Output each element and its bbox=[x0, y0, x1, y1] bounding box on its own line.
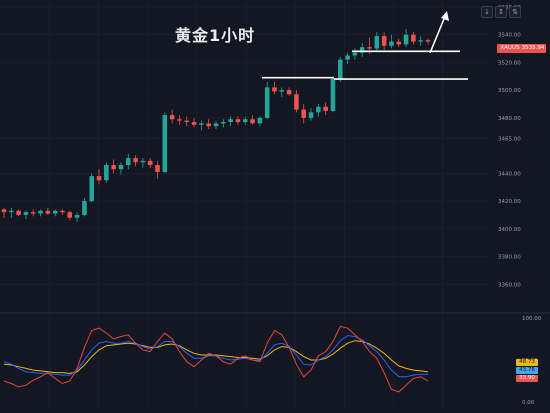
candle-body bbox=[396, 41, 402, 45]
candle-body bbox=[242, 119, 248, 123]
candle-body bbox=[162, 115, 168, 172]
candle-body bbox=[374, 36, 380, 49]
candle-body bbox=[221, 122, 226, 124]
auto-scale-icon[interactable]: ⇅ bbox=[509, 6, 521, 18]
price-tick-label: 3500.00 bbox=[498, 88, 521, 94]
candle-body bbox=[30, 212, 36, 214]
candle-body bbox=[264, 87, 270, 118]
price-tick-label: 3540.00 bbox=[498, 33, 521, 39]
price-tick-label: 3400.00 bbox=[498, 227, 521, 233]
candle-body bbox=[389, 41, 394, 46]
candle-body bbox=[126, 158, 131, 166]
candle-body bbox=[199, 123, 204, 125]
candle-body bbox=[74, 214, 80, 218]
arrow-head bbox=[441, 11, 449, 21]
price-tick-label: 3440.00 bbox=[498, 171, 521, 177]
candle-body bbox=[45, 210, 51, 214]
candle-body bbox=[228, 119, 233, 123]
candle-body bbox=[9, 210, 14, 213]
candle-body bbox=[286, 90, 292, 95]
candle-body bbox=[1, 209, 7, 213]
candle-body bbox=[425, 40, 431, 42]
candle-body bbox=[418, 40, 423, 42]
candle-body bbox=[352, 52, 358, 56]
arrow-shaft bbox=[429, 13, 447, 54]
price-tick-label: 3380.00 bbox=[498, 255, 521, 261]
candle-body bbox=[60, 210, 65, 213]
candle-body bbox=[411, 34, 416, 42]
candle-body bbox=[177, 119, 182, 121]
candle-body bbox=[330, 79, 336, 111]
candle-body bbox=[345, 55, 350, 60]
candle-body bbox=[338, 59, 343, 80]
candle-body bbox=[133, 158, 138, 163]
candle-body bbox=[250, 119, 255, 124]
candle-body bbox=[111, 165, 116, 170]
candle-body bbox=[89, 176, 94, 202]
candle-body bbox=[294, 94, 299, 110]
osc-line-red bbox=[3, 325, 429, 393]
candle-body bbox=[279, 90, 285, 92]
indicator-tag-yellow: 48.73 bbox=[516, 359, 538, 366]
candle-body bbox=[147, 160, 153, 166]
candle-body bbox=[359, 47, 365, 53]
osc-tick-label: 0.00 bbox=[522, 400, 535, 406]
candle-body bbox=[140, 160, 146, 163]
candle-body bbox=[308, 112, 314, 118]
price-tick-label: 3465.00 bbox=[498, 137, 521, 143]
candle-body bbox=[206, 123, 211, 127]
candle-body bbox=[52, 210, 58, 214]
chart-title: 黄金1小时 bbox=[175, 26, 256, 45]
candle-body bbox=[184, 120, 190, 123]
indicator-tag-blue: 43.78 bbox=[516, 367, 538, 374]
candle-body bbox=[301, 109, 306, 118]
candle-body bbox=[82, 201, 87, 215]
osc-tick-label: 100.00 bbox=[522, 316, 542, 322]
candle-body bbox=[323, 106, 328, 111]
candle-body bbox=[213, 123, 219, 127]
candle-body bbox=[367, 47, 372, 49]
candle-body bbox=[104, 165, 109, 181]
last-price-tag: 3535.94 bbox=[520, 44, 546, 53]
candle-body bbox=[16, 210, 21, 215]
candle-body bbox=[67, 212, 73, 218]
symbol-tag: XAUUSD bbox=[497, 44, 527, 53]
price-tick-label: 3520.00 bbox=[498, 60, 521, 66]
price-tick-label: 3360.00 bbox=[498, 282, 521, 288]
candle-body bbox=[235, 119, 241, 123]
scale-icon[interactable]: ↕ bbox=[495, 6, 507, 18]
candle-body bbox=[155, 165, 160, 172]
candle-body bbox=[191, 122, 197, 125]
candle-body bbox=[23, 212, 29, 215]
candle-body bbox=[96, 176, 102, 181]
candle-body bbox=[381, 36, 387, 46]
candle-body bbox=[272, 87, 277, 92]
candle-body bbox=[257, 117, 263, 124]
osc-line-yellow bbox=[3, 340, 429, 374]
price-tick-label: 3420.00 bbox=[498, 199, 521, 205]
arrow-down-icon[interactable]: ↓ bbox=[481, 6, 493, 18]
candle-body bbox=[38, 210, 43, 214]
candle-body bbox=[118, 165, 124, 170]
candle-body bbox=[316, 106, 321, 113]
candle-body bbox=[169, 115, 175, 120]
price-tick-label: 3480.00 bbox=[498, 116, 521, 122]
indicator-tag-red: 33.90 bbox=[516, 375, 538, 382]
candle-body bbox=[403, 34, 409, 45]
